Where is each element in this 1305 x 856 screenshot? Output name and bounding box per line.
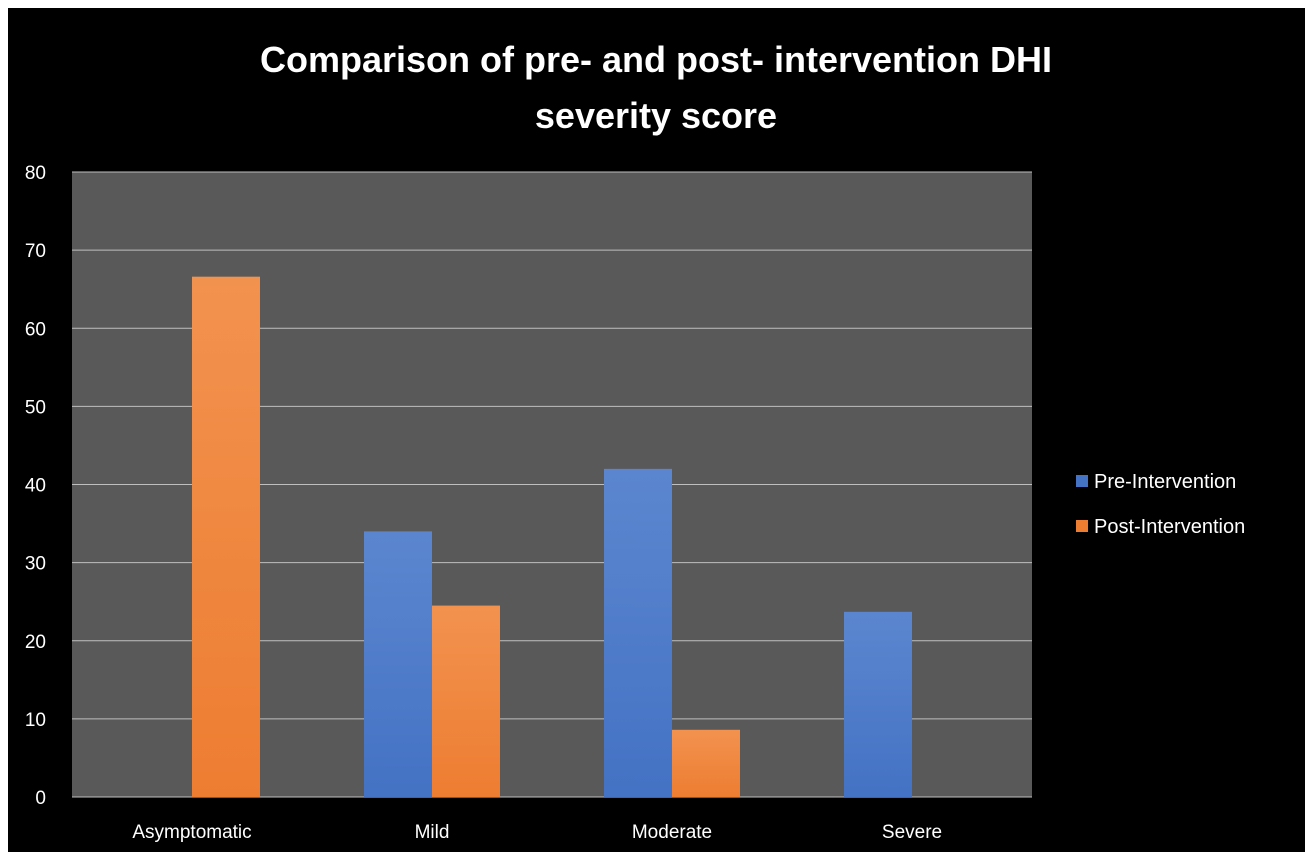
bar-pre-intervention-severe [844, 611, 912, 797]
legend-label: Pre-Intervention [1094, 471, 1236, 493]
y-tick-label: 50 [25, 397, 46, 418]
y-tick-label: 10 [25, 710, 46, 731]
y-tick-label: 30 [25, 554, 46, 575]
x-tick-label: Severe [882, 822, 942, 843]
chart-frame: Comparison of pre- and post- interventio… [8, 8, 1305, 852]
legend-swatch [1076, 475, 1088, 487]
x-tick-label: Mild [415, 822, 450, 843]
chart-title-line-1: Comparison of pre- and post- interventio… [260, 39, 1052, 80]
y-tick-label: 0 [35, 788, 46, 809]
bar-post-intervention-mild [432, 605, 500, 797]
y-tick-label: 60 [25, 319, 46, 340]
y-tick-label: 70 [25, 241, 46, 262]
legend-label: Post-Intervention [1094, 516, 1245, 538]
bar-post-intervention-moderate [672, 729, 740, 797]
legend: Pre-Intervention Post-Intervention [1076, 471, 1245, 538]
x-tick-label: Asymptomatic [132, 822, 251, 843]
legend-swatch [1076, 520, 1088, 532]
y-axis-ticks: 0 10 20 30 40 50 60 70 80 [25, 163, 46, 809]
y-tick-label: 20 [25, 632, 46, 653]
x-tick-label: Moderate [632, 822, 712, 843]
dhi-severity-chart: Comparison of pre- and post- interventio… [25, 39, 1245, 843]
bar-post-intervention-asymptomatic [192, 276, 260, 797]
bars [192, 276, 912, 797]
y-tick-label: 40 [25, 476, 46, 497]
bar-pre-intervention-moderate [604, 468, 672, 797]
y-tick-label: 80 [25, 163, 46, 184]
chart-title-line-2: severity score [535, 95, 777, 136]
bar-pre-intervention-mild [364, 531, 432, 797]
x-axis-ticks: Asymptomatic Mild Moderate Severe [132, 822, 942, 843]
chart-title: Comparison of pre- and post- interventio… [260, 39, 1052, 136]
